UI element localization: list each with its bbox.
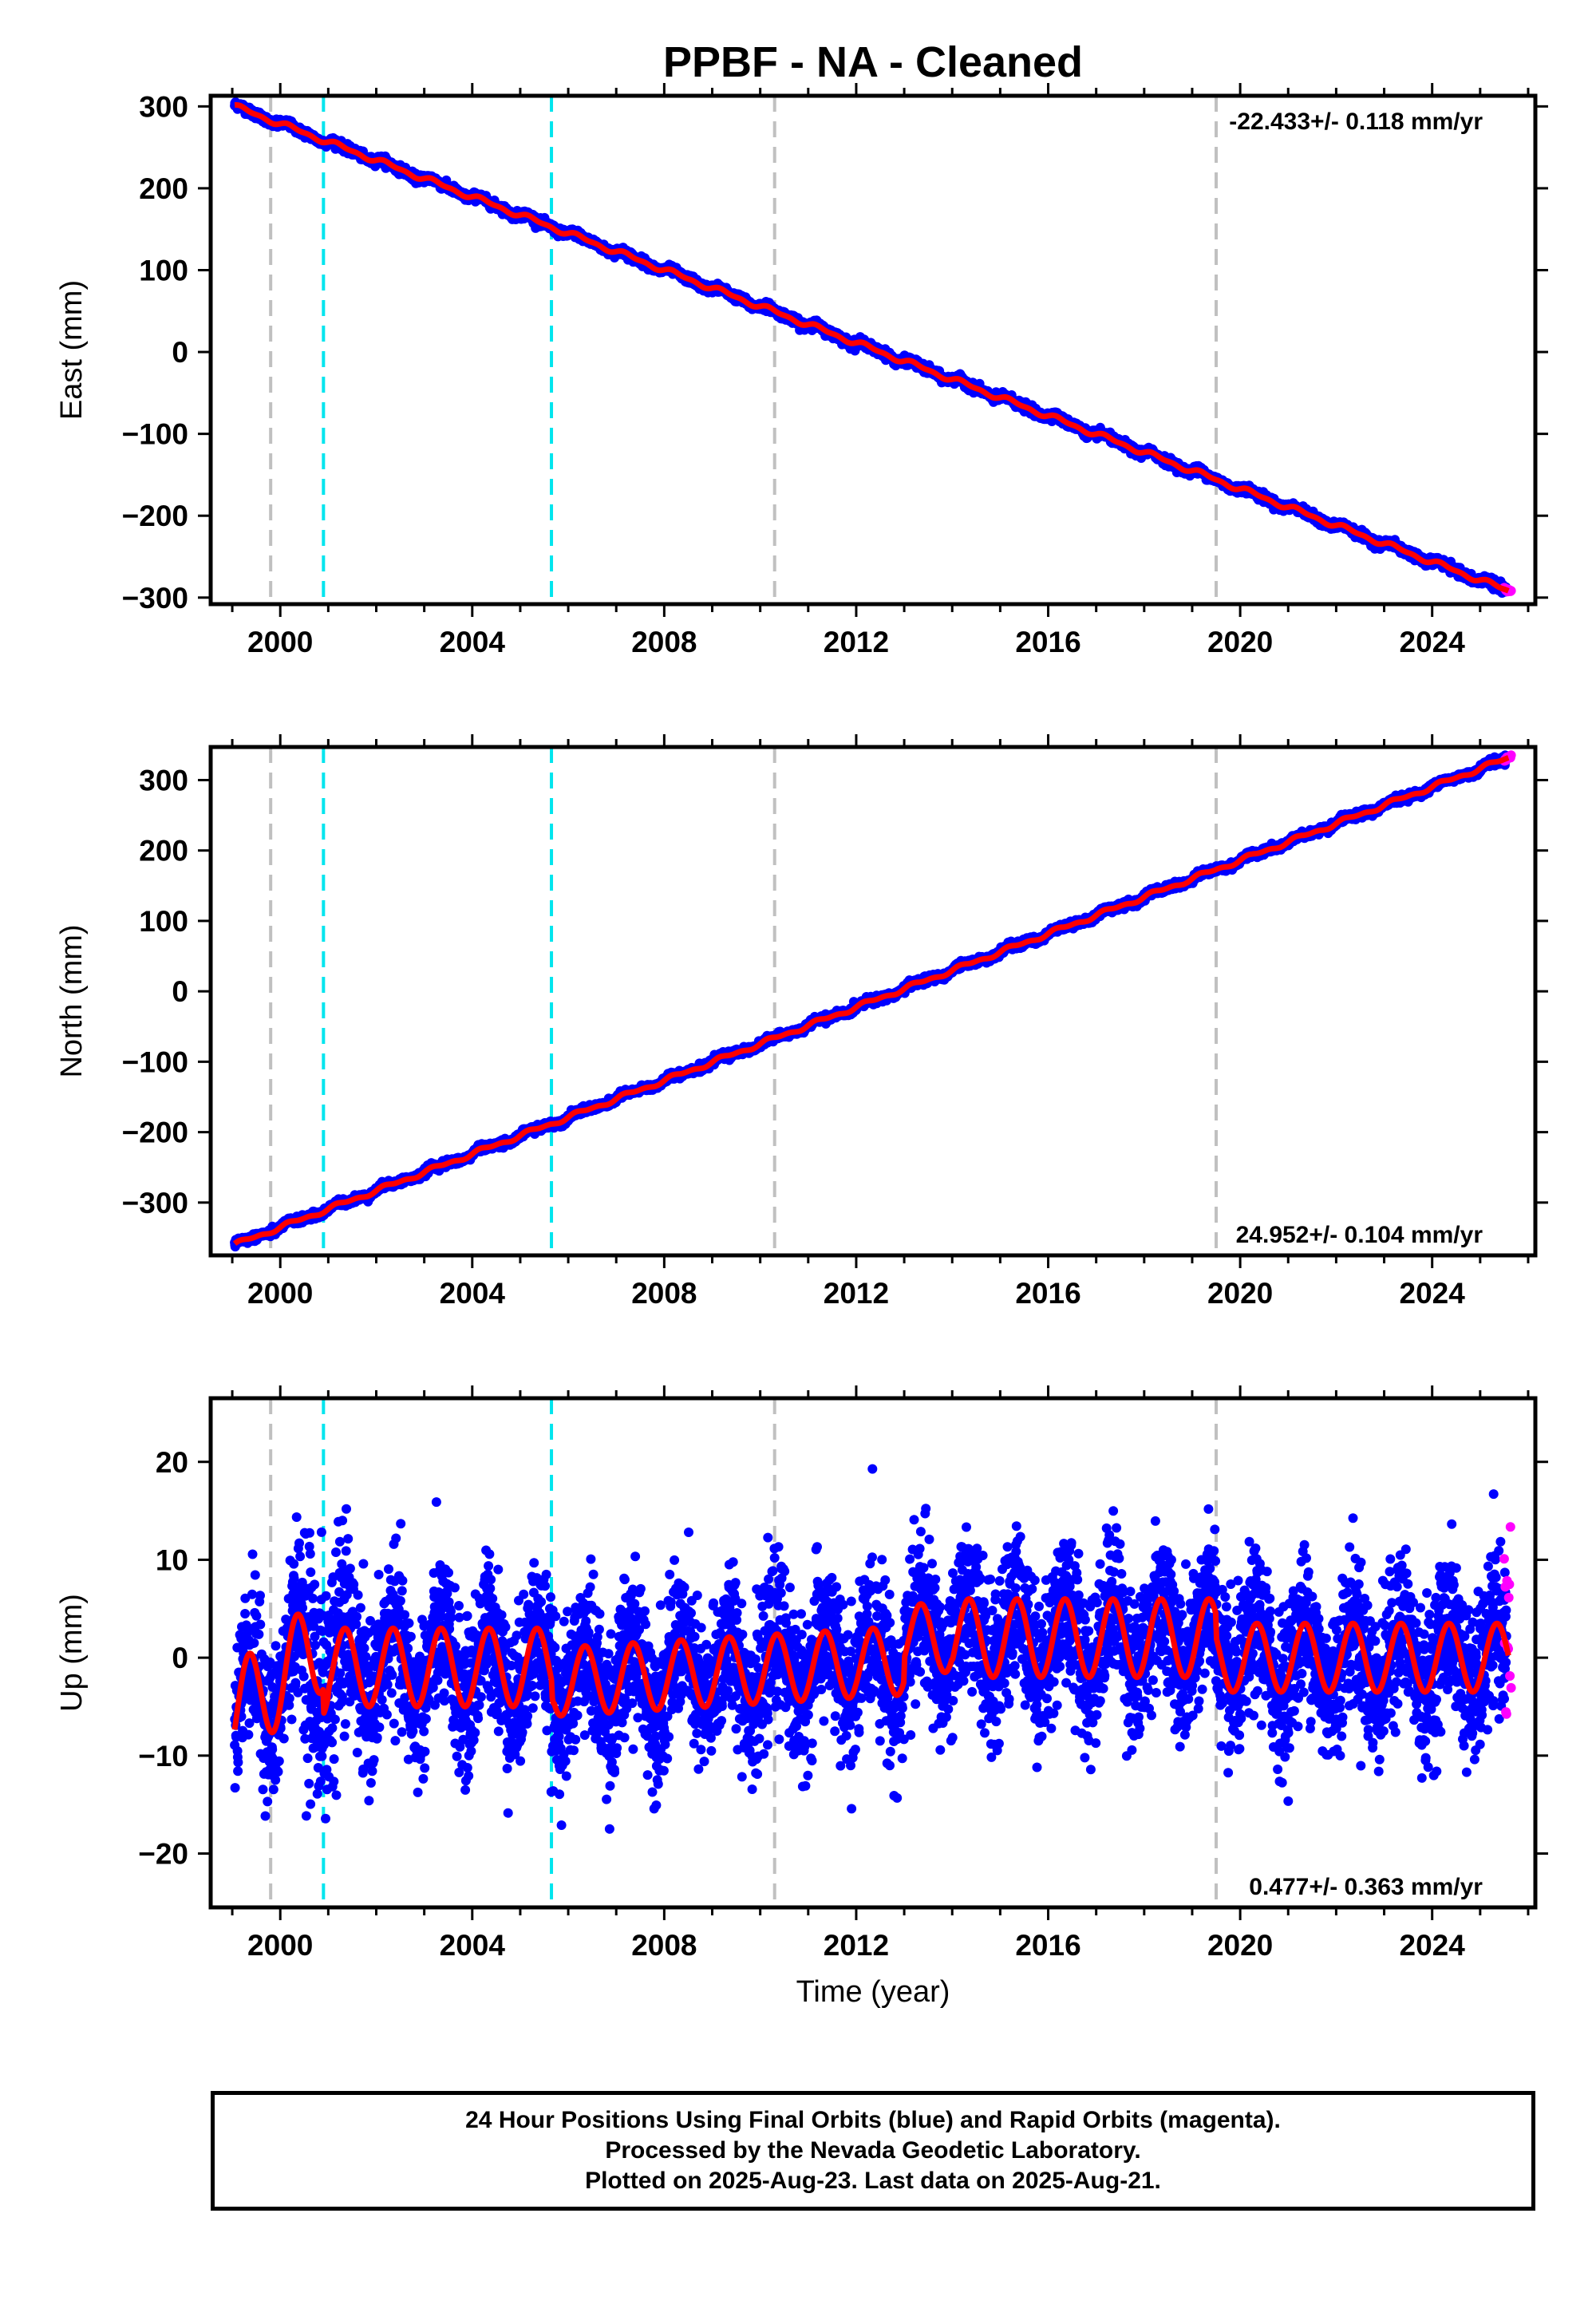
- x-tick-label: 2024: [1400, 626, 1466, 658]
- x-tick-label: 2004: [440, 626, 506, 658]
- chart-title: PPBF - NA - Cleaned: [663, 38, 1083, 86]
- x-tick-label: 2016: [1015, 626, 1080, 658]
- x-tick-label: 2008: [631, 626, 697, 658]
- x-tick-label: 2020: [1207, 626, 1273, 658]
- y-tick-label: 300: [139, 90, 188, 123]
- y-axis-label: East (mm): [55, 280, 89, 420]
- y-tick-label: 200: [139, 172, 188, 205]
- panels: 2000 2004 2008 2012 2016 2020 2024 300 200 100 0 −1…: [55, 83, 1548, 2009]
- panel-north: 2000 2004 2008 2012 2016 2020 20243002001000−1…: [55, 734, 1548, 1310]
- rate-annotation: -22.433+/- 0.118 mm/yr: [1229, 109, 1483, 135]
- panel-east: 2000 2004 2008 2012 2016 2020 2024 300 200 100 0 −1…: [55, 83, 1548, 658]
- y-tick-label: −200: [122, 500, 188, 532]
- model-fit-line-east: [232, 102, 1511, 594]
- y-tick-label: 100: [139, 254, 188, 287]
- x-tick-label: 2012: [824, 626, 889, 658]
- y-tick-label: 0: [172, 336, 188, 369]
- x-tick-label: 2000: [247, 626, 313, 658]
- y-tick-label: −100: [122, 418, 188, 451]
- y-tick-label: −300: [122, 582, 188, 615]
